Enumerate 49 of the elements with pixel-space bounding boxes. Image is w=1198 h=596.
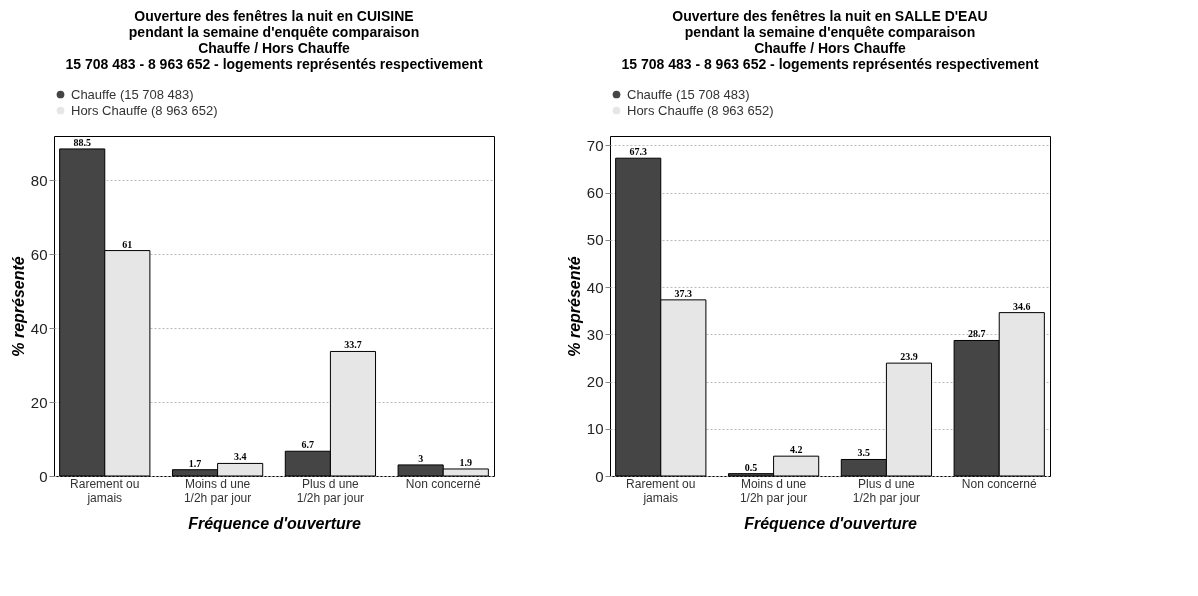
- data-label: 23.9: [900, 351, 918, 363]
- y-tick-label: 40: [30, 319, 48, 337]
- x-tick-label: Non concerné: [961, 476, 1037, 491]
- legend-label: Chauffe (15 708 483): [71, 86, 194, 102]
- legend-label: Chauffe (15 708 483): [627, 86, 750, 102]
- legend-label: Hors Chauffe (8 963 652): [627, 102, 774, 118]
- x-tick-label: Rarement ou jamais: [626, 476, 696, 505]
- x-tick-label: Moins d une 1/2h par jour: [183, 476, 252, 505]
- y-tick-label: 60: [30, 245, 48, 263]
- legend-label: Hors Chauffe (8 963 652): [71, 102, 218, 118]
- y-tick-label: 0: [595, 467, 604, 485]
- x-axis-title: Fréquence d'ouverture: [188, 514, 361, 532]
- x-tick-label: Rarement ou jamais: [70, 476, 140, 505]
- y-tick-label: 40: [586, 278, 604, 296]
- y-tick-label: 70: [586, 136, 604, 154]
- y-tick-label: 10: [586, 420, 604, 438]
- data-label: 4.2: [789, 444, 803, 456]
- x-tick-label: Non concerné: [405, 476, 481, 491]
- data-label: 88.5: [73, 136, 91, 148]
- data-label: 67.3: [629, 146, 647, 158]
- data-label: 0.5: [744, 461, 758, 473]
- chart-title: Ouverture des fenêtres la nuit en SALLE D'EAU: [672, 8, 988, 24]
- data-label: 61: [122, 238, 133, 250]
- y-tick-label: 20: [586, 373, 604, 391]
- y-tick-label: 50: [586, 231, 604, 249]
- data-label: 3.4: [233, 451, 247, 463]
- data-label: 34.6: [1013, 300, 1031, 312]
- y-tick-label: 80: [30, 171, 48, 189]
- x-tick-label: Moins d une 1/2h par jour: [739, 476, 808, 505]
- data-label: 33.7: [344, 339, 362, 351]
- chart-title: Ouverture des fenêtres la nuit en CUISINE: [134, 8, 414, 24]
- data-label: 3.5: [857, 447, 871, 459]
- y-axis-title: % représenté: [9, 256, 27, 357]
- x-tick-label: Plus d une 1/2h par jour: [296, 476, 365, 505]
- y-axis-title: % représenté: [565, 256, 583, 357]
- data-label: 28.7: [967, 328, 986, 340]
- data-label: 3: [418, 452, 424, 464]
- data-label: 6.7: [301, 439, 315, 451]
- data-label: 1.7: [188, 457, 202, 469]
- data-label: 37.3: [674, 287, 693, 299]
- y-tick-label: 20: [30, 393, 48, 411]
- chart-subtitle: pendant la semaine d'enquête comparaison Chauffe / Hors Chauffe 15 708 483 - 8 963 652 - logements représentés respectivement: [621, 24, 1039, 72]
- y-tick-label: 60: [586, 184, 604, 202]
- x-tick-label: Plus d une 1/2h par jour: [852, 476, 921, 505]
- y-tick-label: 30: [586, 325, 604, 343]
- y-tick-label: 0: [39, 467, 48, 485]
- x-axis-title: Fréquence d'ouverture: [744, 514, 917, 532]
- chart-subtitle: pendant la semaine d'enquête comparaison Chauffe / Hors Chauffe 15 708 483 - 8 963 652 - logements représentés respectivement: [65, 24, 483, 72]
- data-label: 1.9: [459, 456, 473, 468]
